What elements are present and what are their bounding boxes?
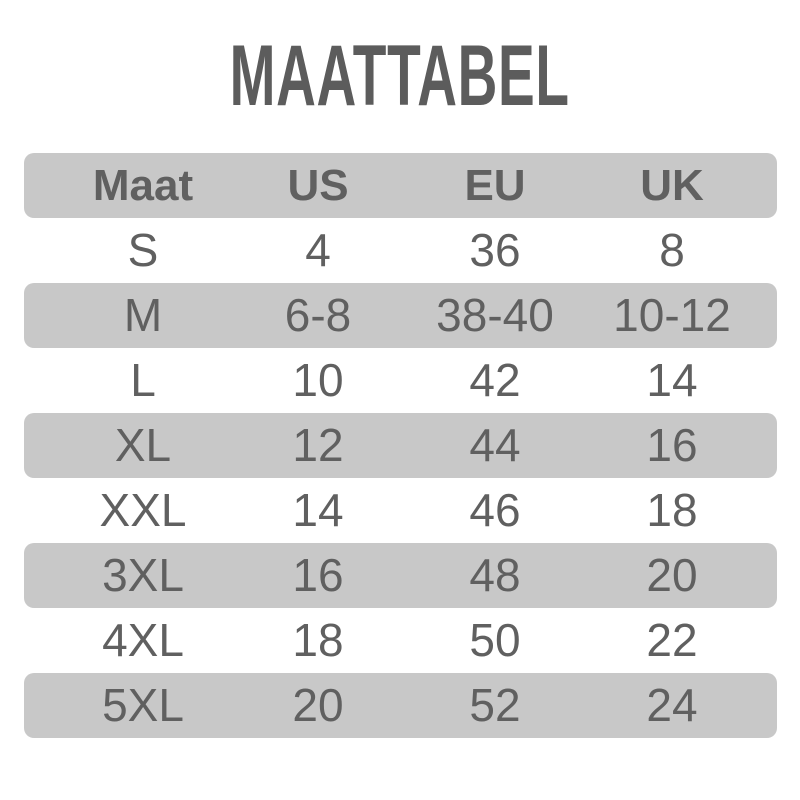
table-row: XL 12 44 16 — [24, 413, 777, 478]
cell-us: 18 — [292, 614, 344, 666]
cell-uk: 10-12 — [613, 289, 731, 341]
cell-eu: 38-40 — [436, 289, 554, 341]
cell-uk: 20 — [646, 549, 698, 601]
cell-maat: L — [130, 354, 156, 406]
cell-maat: 3XL — [102, 549, 184, 601]
cell-maat: 4XL — [102, 614, 184, 666]
page-title: MAATTABEL — [0, 28, 800, 124]
cell-uk: 16 — [646, 419, 698, 471]
cell-us: 14 — [292, 484, 344, 536]
header-uk: UK — [640, 161, 704, 210]
cell-maat: 5XL — [102, 679, 184, 731]
header-eu: EU — [464, 161, 526, 210]
table-row: 4XL 18 50 22 — [24, 608, 777, 673]
cell-eu: 44 — [469, 419, 521, 471]
cell-us: 4 — [305, 224, 331, 276]
cell-maat: XXL — [99, 484, 187, 536]
title-text: MAATTABEL — [229, 28, 570, 124]
cell-eu: 36 — [469, 224, 521, 276]
header-us: US — [287, 161, 349, 210]
table-row: 5XL 20 52 24 — [24, 673, 777, 738]
table-header: Maat US EU UK — [24, 153, 777, 218]
cell-us: 10 — [292, 354, 344, 406]
cell-uk: 14 — [646, 354, 698, 406]
table-row: M 6-8 38-40 10-12 — [24, 283, 777, 348]
cell-eu: 50 — [469, 614, 521, 666]
cell-us: 6-8 — [284, 289, 352, 341]
cell-eu: 52 — [469, 679, 521, 731]
cell-us: 12 — [292, 419, 344, 471]
cell-maat: S — [127, 224, 159, 276]
table-row: 3XL 16 48 20 — [24, 543, 777, 608]
cell-uk: 24 — [646, 679, 698, 731]
cell-uk: 18 — [646, 484, 698, 536]
table-row: S 4 36 8 — [24, 218, 777, 283]
cell-maat: XL — [114, 419, 172, 471]
cell-us: 20 — [292, 679, 344, 731]
cell-maat: M — [123, 289, 163, 341]
cell-uk: 22 — [646, 614, 698, 666]
cell-eu: 42 — [469, 354, 521, 406]
cell-eu: 48 — [469, 549, 521, 601]
header-maat: Maat — [92, 161, 194, 210]
table-row: L 10 42 14 — [24, 348, 777, 413]
cell-uk: 8 — [659, 224, 685, 276]
cell-us: 16 — [292, 549, 344, 601]
table-row: XXL 14 46 18 — [24, 478, 777, 543]
cell-eu: 46 — [469, 484, 521, 536]
